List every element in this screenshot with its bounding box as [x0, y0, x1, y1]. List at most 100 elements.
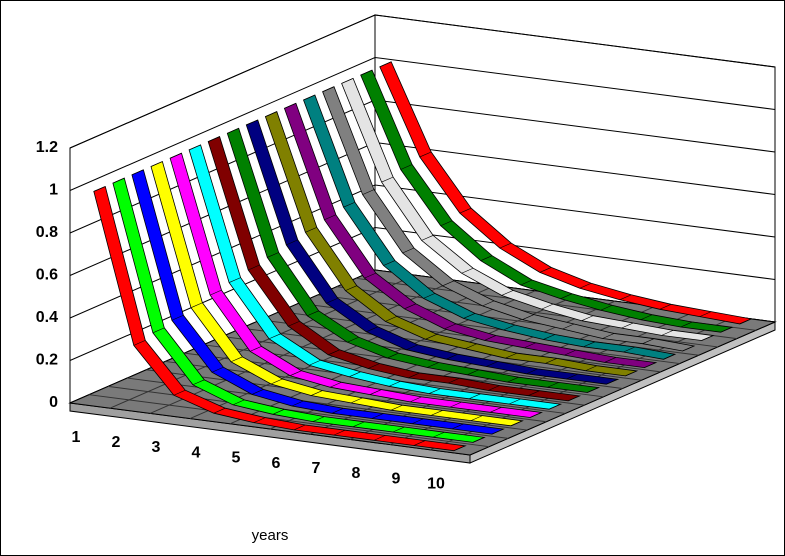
ribbon [131, 169, 505, 435]
x-tick-label: 9 [392, 470, 401, 487]
grid-line [69, 14, 776, 149]
ribbon-fold [568, 395, 580, 402]
ribbon-fold [366, 326, 378, 333]
ribbon-fold [448, 377, 460, 384]
ribbon-fold [442, 280, 455, 287]
ribbon-fold [389, 380, 401, 387]
ribbon-fold [453, 445, 466, 452]
ribbon-fold [307, 310, 319, 317]
ribbon-fold [528, 390, 540, 396]
ribbon-fold [133, 340, 146, 346]
ribbon-fold [444, 323, 456, 330]
x-tick-label: 2 [112, 434, 121, 451]
ribbon-fold [328, 349, 340, 356]
ribbon-fold [381, 176, 394, 183]
ribbon-fold [345, 285, 357, 291]
ribbon-fold [642, 338, 655, 344]
ribbon-fold [503, 324, 516, 331]
ribbon-fold [324, 214, 336, 221]
ribbon-fold [369, 389, 382, 395]
ribbon-fold [383, 260, 396, 266]
y-tick-label: 1.2 [36, 139, 58, 156]
ribbon-fold [739, 318, 752, 325]
ribbon-fold [562, 323, 575, 330]
ribbon-fold [409, 396, 422, 403]
ribbon-fold [169, 152, 182, 159]
ribbon-fold [587, 387, 599, 393]
ribbon-fold [526, 368, 538, 375]
ribbon-fold [467, 369, 479, 376]
ribbon [341, 77, 715, 341]
ribbon-fold [208, 136, 220, 142]
ribbon-fold [329, 381, 342, 388]
y-tick-label: 0.8 [36, 224, 58, 241]
ribbon-fold [547, 382, 559, 388]
ribbon-fold [272, 409, 285, 415]
ribbon-fold [604, 357, 616, 363]
ribbon-fold [459, 207, 472, 214]
floor-grid [127, 377, 528, 431]
ribbon-fold [343, 201, 356, 208]
ribbon-fold [423, 293, 436, 299]
ribbon-fold [560, 293, 573, 299]
ribbon [245, 119, 620, 385]
ribbon-fold [289, 370, 302, 376]
ribbon-fold [427, 362, 439, 368]
ribbon-fold [209, 289, 222, 296]
ribbon-fold [440, 220, 453, 226]
ribbon-fold [309, 359, 321, 366]
ribbon-fold [581, 315, 594, 321]
ribbon [283, 102, 658, 369]
y-tick-label: 1 [49, 182, 58, 199]
ribbon-fold [303, 94, 316, 101]
ribbon-fold [425, 334, 437, 340]
ribbon-fold [413, 440, 426, 446]
ribbon-fold [411, 418, 424, 424]
x-tick-label: 1 [72, 429, 81, 446]
ribbon-fold [406, 344, 418, 351]
y-tick-label: 0.2 [36, 352, 58, 369]
ribbon [112, 177, 486, 443]
ribbon-fold [465, 343, 477, 350]
ribbon-fold [227, 127, 239, 134]
ribbon-fold [270, 378, 283, 385]
ribbon-fold [720, 326, 733, 333]
ribbon-fold [661, 330, 674, 336]
ribbon-fold [501, 290, 514, 296]
ribbon-fold [150, 161, 163, 167]
ribbon-fold [564, 349, 576, 356]
ribbon-fold [173, 389, 186, 396]
x-tick-label: 7 [312, 460, 321, 477]
ribbon-fold [211, 366, 224, 373]
ribbon-fold [606, 378, 618, 385]
ribbon-fold [484, 335, 496, 341]
ribbon-fold [362, 189, 375, 195]
ribbon-fold [432, 431, 445, 438]
ribbon-fold [347, 336, 359, 343]
ribbon [93, 185, 467, 452]
ribbon-fold [267, 252, 279, 258]
ribbon-fold [469, 393, 481, 400]
ribbon-fold [364, 272, 376, 279]
ribbon-fold [419, 151, 432, 158]
ribbon-fold [520, 279, 533, 286]
ribbon-fold [368, 363, 380, 369]
ribbon-fold [499, 242, 512, 249]
ribbon-fold [579, 282, 592, 289]
ribbon-fold [390, 404, 403, 411]
ribbon-fold [539, 267, 552, 273]
ribbon-fold [429, 388, 441, 394]
floor-grid [88, 394, 490, 448]
ribbon-fold [350, 397, 363, 404]
ribbon-fold [507, 376, 519, 383]
ribbon-fold [379, 61, 392, 68]
ribbon-fold [682, 345, 695, 352]
ribbon-fold [600, 305, 613, 311]
ribbon-fold [449, 401, 462, 408]
ribbon-fold [312, 416, 325, 422]
ribbon-fold [232, 399, 245, 406]
ribbon-fold [286, 239, 298, 246]
ribbon-fold [326, 297, 338, 304]
ribbon-fold [623, 346, 636, 353]
ribbon-fold [192, 379, 205, 386]
